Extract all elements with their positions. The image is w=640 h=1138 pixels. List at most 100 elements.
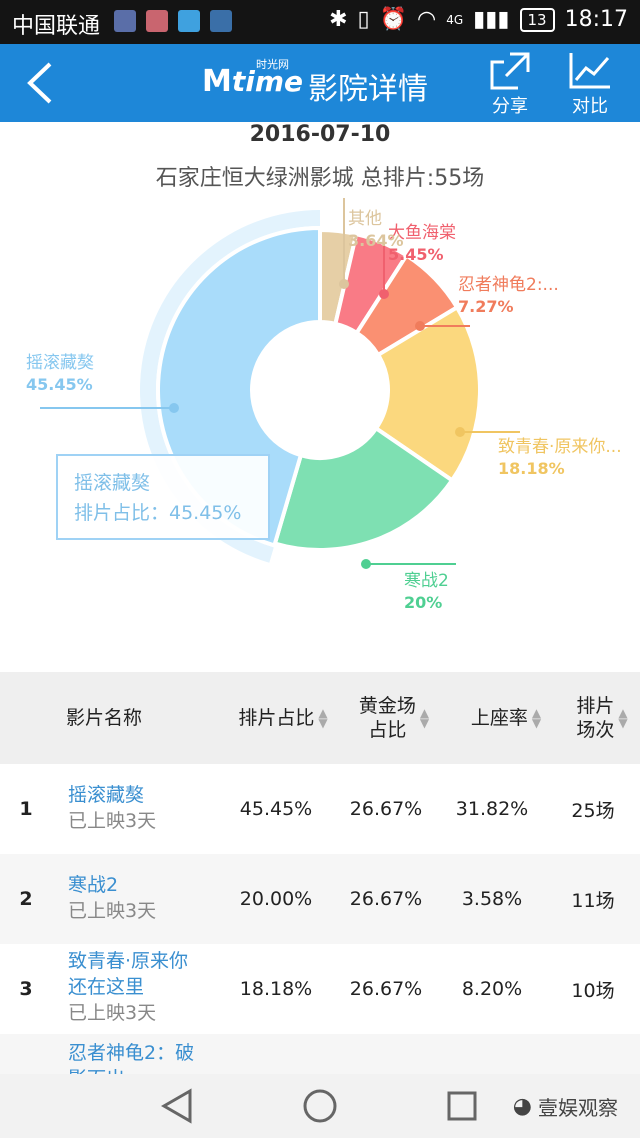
header-show-count[interactable]: 排片 场次 ▲ ▼ xyxy=(564,672,640,764)
watermark-text: 壹娱观察 xyxy=(538,1096,618,1120)
row-release-status: 已上映3天 xyxy=(68,1002,157,1024)
bluetooth-icon: ✱ xyxy=(329,7,348,32)
row-share: 20.00% xyxy=(239,888,313,910)
slice-label-value: 45.45% xyxy=(26,375,93,394)
row-movie-title[interactable]: 忍者神龟2：破 xyxy=(68,1042,195,1064)
header-movie-name: 影片名称 xyxy=(66,707,143,729)
clock: 18:17 xyxy=(564,7,628,32)
signal-icon: ▮▮▮ xyxy=(473,7,510,32)
row-release-status: 已上映3天 xyxy=(68,810,157,832)
row-movie-title-line2[interactable]: 还在这里 xyxy=(68,976,145,998)
row-rank: 1 xyxy=(19,798,33,820)
system-nav-bar: ◕ 壹娱观察 xyxy=(0,1074,640,1138)
row-movie: 寒战2 已上映3天 xyxy=(68,872,156,924)
slice-label-name: 寒战2 xyxy=(404,571,449,591)
header-shows-line2: 场次 xyxy=(576,719,615,741)
share-label: 分享 xyxy=(492,96,528,117)
label-anchor-dot xyxy=(339,279,349,289)
label-anchor-dot xyxy=(455,427,465,437)
photo-notification-icon xyxy=(146,10,168,32)
header-shows-line1: 排片 xyxy=(576,695,615,717)
back-arrow-icon xyxy=(27,62,52,104)
schedule-share-donut-chart[interactable]: 摇滚藏獒 45.45% 寒战2 20% 致青春·原来你... 18.18% 忍者神龟2:..… xyxy=(0,190,640,660)
sort-icon: ▲ ▼ xyxy=(318,706,328,730)
label-anchor-dot xyxy=(379,289,389,299)
back-button[interactable] xyxy=(22,60,62,106)
header-golden-share[interactable]: 黄金场 占比 ▲ ▼ xyxy=(348,672,440,764)
slice-label-name: 大鱼海棠 xyxy=(388,223,456,243)
share-button[interactable]: 分享 xyxy=(480,50,540,118)
table-row[interactable]: 3 致青春·原来你 还在这里 已上映3天 18.18% 26.67% 8.20%… xyxy=(0,944,640,1034)
telegram-notification-icon xyxy=(178,10,200,32)
row-movie-title[interactable]: 致青春·原来你 xyxy=(68,950,189,972)
row-golden: 26.67% xyxy=(349,978,423,1000)
compare-label: 对比 xyxy=(572,96,608,117)
app-notification-icon xyxy=(114,10,136,32)
watermark: ◕ 壹娱观察 xyxy=(513,1092,618,1121)
share-icon xyxy=(490,52,530,90)
slice-label-name: 其他 xyxy=(348,209,382,229)
nav-home-icon[interactable] xyxy=(302,1088,338,1124)
header-seat-rate[interactable]: 上座率 ▲ ▼ xyxy=(456,672,556,764)
movie-schedule-table: 影片名称 排片占比 ▲ ▼ 黄金场 占比 ▲ ▼ 上座率 ▲ ▼ 排片 场次 ▲ ▼ 1 摇滚藏獒 … xyxy=(0,672,640,1124)
chart-tooltip: 摇滚藏獒 排片占比：45.45% xyxy=(56,454,270,540)
wechat-icon: ◕ xyxy=(512,1094,532,1119)
table-header: 影片名称 排片占比 ▲ ▼ 黄金场 占比 ▲ ▼ 上座率 ▲ ▼ 排片 场次 ▲ ▼ xyxy=(0,672,640,764)
tooltip-text: 排片占比：45.45% xyxy=(74,502,242,524)
header-share[interactable]: 排片占比 ▲ ▼ xyxy=(226,672,340,764)
logo-time: time xyxy=(231,65,304,98)
battery-indicator: 13 xyxy=(519,7,555,32)
pie-slice[interactable] xyxy=(373,304,482,484)
pie-slice[interactable] xyxy=(272,425,455,552)
row-movie: 摇滚藏獒 已上映3天 xyxy=(68,782,156,834)
row-shows: 10场 xyxy=(571,979,615,1002)
slice-label-value: 5.45% xyxy=(388,245,444,264)
sort-icon: ▲ ▼ xyxy=(531,706,542,730)
row-movie-title[interactable]: 寒战2 xyxy=(68,874,119,896)
nav-recents-icon[interactable] xyxy=(446,1090,478,1122)
row-shows: 11场 xyxy=(571,889,615,912)
row-release-status: 已上映3天 xyxy=(68,900,157,922)
row-rank: 2 xyxy=(19,888,33,910)
slice-label-value: 18.18% xyxy=(498,459,565,478)
slice-label-value: 3.64% xyxy=(348,231,404,250)
cinema-summary: 石家庄恒大绿洲影城 总排片:55场 xyxy=(155,166,485,191)
page-title: 影院详情 xyxy=(308,72,428,107)
vibrate-icon: ▯ xyxy=(357,7,370,32)
header-share-label: 排片占比 xyxy=(238,707,315,729)
nav-back-icon[interactable] xyxy=(160,1088,194,1124)
row-share: 18.18% xyxy=(239,978,313,1000)
row-shows: 25场 xyxy=(571,799,615,822)
sort-icon: ▲ ▼ xyxy=(419,706,430,730)
header-golden-line1: 黄金场 xyxy=(358,695,416,717)
sort-icon: ▲ ▼ xyxy=(618,706,628,730)
row-golden: 26.67% xyxy=(349,888,423,910)
label-anchor-dot xyxy=(361,559,371,569)
table-row[interactable]: 2 寒战2 已上映3天 20.00% 26.67% 3.58% 11场 xyxy=(0,854,640,944)
compare-button[interactable]: 对比 xyxy=(560,50,620,118)
sim-notification-icon xyxy=(210,10,232,32)
mtime-logo: M time 时光网 xyxy=(202,58,304,99)
logo-m: M xyxy=(202,64,232,99)
table-row[interactable]: 1 摇滚藏獒 已上映3天 45.45% 26.67% 31.82% 25场 xyxy=(0,764,640,854)
schedule-date: 2016-07-10 xyxy=(249,122,391,147)
slice-label-name: 摇滚藏獒 xyxy=(26,353,94,373)
logo-subtext: 时光网 xyxy=(256,58,289,71)
label-anchor-dot xyxy=(169,403,179,413)
row-rank: 3 xyxy=(19,978,33,1000)
row-golden: 26.67% xyxy=(349,798,423,820)
app-bar: M time 时光网 影院详情 分享 对比 xyxy=(0,44,640,122)
row-share: 45.45% xyxy=(239,798,313,820)
row-movie-title[interactable]: 摇滚藏獒 xyxy=(68,784,145,806)
wifi-icon: ◠ xyxy=(417,7,437,32)
tooltip-title: 摇滚藏獒 xyxy=(74,472,151,494)
label-anchor-dot xyxy=(415,321,425,331)
header-golden-line2: 占比 xyxy=(368,719,407,741)
network-type-label: 4G xyxy=(446,12,464,27)
carrier-name: 中国联通 xyxy=(12,14,101,39)
row-seat: 3.58% xyxy=(461,888,523,910)
slice-label-name: 致青春·原来你... xyxy=(498,437,622,457)
slice-label-value: 20% xyxy=(404,593,442,612)
status-bar: 中国联通 ✱ ▯ ⏰ ◠ 4G ▮▮▮ 13 18:17 xyxy=(0,0,640,44)
trend-chart-icon xyxy=(569,53,610,89)
